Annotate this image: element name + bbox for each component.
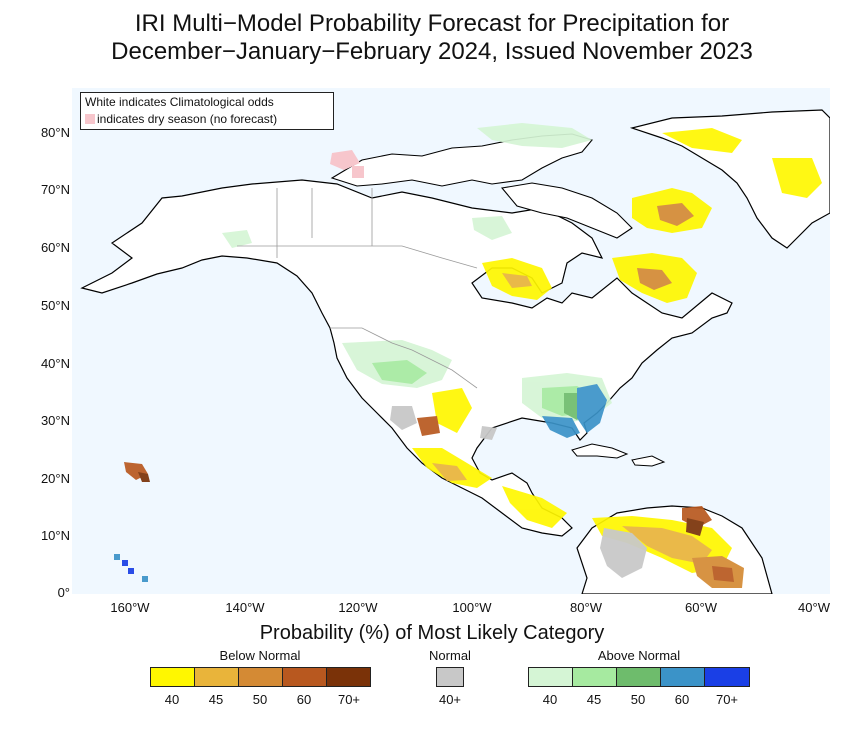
map-title: IRI Multi−Model Probability Forecast for…: [0, 10, 864, 66]
note-dry-season: indicates dry season (no forecast): [97, 112, 278, 126]
above-label-40: 40: [542, 692, 558, 707]
below-label-40: 40: [164, 692, 180, 707]
lat-tick-0: 0°: [57, 585, 70, 600]
below-label-70: 70+: [337, 692, 361, 707]
lat-tick-30n: 30°N: [40, 413, 70, 428]
greenland: [629, 109, 830, 249]
below-label-45: 45: [208, 692, 224, 707]
lon-tick-160w: 160°W: [110, 600, 150, 615]
above-label-70: 70+: [715, 692, 739, 707]
cuba: [571, 443, 629, 459]
title-line-2: December−January−February 2024, Issued N…: [111, 38, 753, 65]
political-borders: [237, 188, 478, 389]
below-normal-label: Below Normal: [219, 648, 301, 663]
arctic-islands: [330, 133, 593, 187]
above-swatch-60: [660, 667, 705, 687]
lon-tick-140w: 140°W: [225, 600, 265, 615]
baffin-island: [500, 182, 633, 239]
lon-tick-120w: 120°W: [338, 600, 378, 615]
above-normal-label: Above Normal: [597, 648, 681, 663]
normal-label: Normal: [429, 648, 471, 663]
above-swatch-45: [572, 667, 617, 687]
lon-tick-100w: 100°W: [452, 600, 492, 615]
legend-title: Probability (%) of Most Likely Category: [259, 622, 605, 644]
note-climatological: White indicates Climatological odds: [85, 95, 274, 109]
lat-tick-70n: 70°N: [40, 182, 70, 197]
dry-season-swatch: [85, 114, 95, 124]
lat-tick-10n: 10°N: [40, 528, 70, 543]
above-label-60: 60: [674, 692, 690, 707]
lat-tick-50n: 50°N: [40, 298, 70, 313]
below-swatch-70: [326, 667, 371, 687]
below-label-60: 60: [296, 692, 312, 707]
below-swatch-60: [282, 667, 327, 687]
below-swatch-45: [194, 667, 239, 687]
normal-label-40: 40+: [438, 692, 462, 707]
dry-season-areas: [330, 150, 364, 178]
below-normal-areas: [124, 128, 822, 588]
lat-tick-60n: 60°N: [40, 240, 70, 255]
lon-tick-80w: 80°W: [570, 600, 602, 615]
legend-note-box: White indicates Climatological odds indi…: [80, 92, 334, 130]
above-swatch-70: [704, 667, 750, 687]
lat-tick-40n: 40°N: [40, 356, 70, 371]
above-swatch-50: [616, 667, 661, 687]
forecast-map: [72, 88, 830, 594]
normal-swatch: [436, 667, 464, 687]
above-label-45: 45: [586, 692, 602, 707]
above-label-50: 50: [630, 692, 646, 707]
normal-areas: [390, 406, 647, 578]
below-label-50: 50: [252, 692, 268, 707]
lat-tick-20n: 20°N: [40, 471, 70, 486]
below-swatch-40: [150, 667, 195, 687]
lon-tick-60w: 60°W: [685, 600, 717, 615]
title-line-1: IRI Multi−Model Probability Forecast for…: [134, 10, 730, 37]
note-dry-season-row: indicates dry season (no forecast): [85, 111, 329, 128]
below-swatch-50: [238, 667, 283, 687]
hispaniola: [631, 455, 666, 467]
above-swatch-40: [528, 667, 573, 687]
above-normal-areas: [114, 123, 612, 582]
lat-tick-80n: 80°N: [40, 125, 70, 140]
lon-tick-40w: 40°W: [798, 600, 830, 615]
